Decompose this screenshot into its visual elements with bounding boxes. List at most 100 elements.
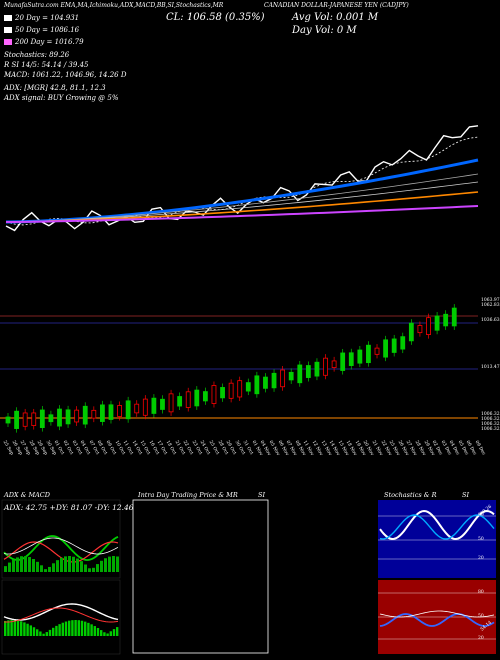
candle-body [91, 409, 97, 419]
adx-bar [52, 563, 55, 572]
macd-histogram-bar [39, 631, 42, 636]
adx-bar [92, 567, 95, 572]
si-signal-line [379, 610, 495, 618]
candle-body [48, 414, 54, 423]
candle-body [65, 409, 71, 425]
intraday-panel-title: Intra Day Trading Price & MR [138, 491, 238, 499]
macd-histogram-bar [23, 622, 26, 636]
candle-body [288, 371, 294, 381]
intraday-panel [132, 499, 269, 654]
price-label-1: 1063.97 [481, 298, 500, 303]
candle-body [408, 322, 414, 342]
candle-body [366, 344, 371, 364]
adx-bar [72, 556, 75, 572]
adx-panel-title: ADX & MACD [4, 491, 50, 499]
adx-bar [88, 568, 91, 572]
candle-body [374, 347, 380, 355]
macd-histogram-bar [32, 627, 36, 636]
macd-readout: MACD: 1061.22, 1046.96, 14.26 D [4, 71, 127, 79]
stochastics-readout: Stochastics: 89.26 [4, 51, 70, 59]
candle-body [194, 389, 200, 407]
candle-body [331, 360, 337, 369]
legend-swatch-200 [4, 39, 12, 45]
price-label-2: 1062.83 [481, 303, 500, 308]
adx-bar [16, 557, 19, 572]
stoch-level-20: 20 [478, 556, 484, 561]
candle-body [237, 380, 243, 398]
candle-body [5, 416, 11, 424]
ticker-label: CANADIAN DOLLAR-JAPANESE YEN (CADJPY) [264, 2, 409, 9]
adx-bar [104, 558, 107, 572]
legend-20day: 20 Day = 104.931 [4, 14, 79, 22]
macd-histogram-bar [103, 632, 106, 636]
macd-histogram-bar [80, 620, 84, 636]
adx-bar [12, 559, 15, 572]
adx-bar [84, 564, 87, 572]
stoch-panel [378, 500, 496, 578]
candle-body [39, 409, 45, 428]
adx-bar [112, 556, 115, 572]
legend-swatch-20 [4, 15, 12, 21]
ema-5-line [5, 136, 479, 226]
candle-body [305, 365, 311, 378]
si-level-50: 50 [478, 614, 484, 619]
price-label-3: 1036.63 [481, 318, 500, 323]
macd-histogram-bar [61, 622, 64, 636]
si-panel-title: SI [258, 491, 266, 499]
adx-bar [68, 556, 71, 572]
adx-readout: ADX: [MGR] 42.8, 81.1, 12.3 [4, 84, 106, 92]
legend-200day: 200 Day = 1016.79 [4, 38, 84, 46]
adx-bar [36, 561, 39, 572]
si-level-20: 20 [478, 636, 484, 641]
stoch-panel-title: Stochastics & R [384, 491, 437, 499]
candle-body [134, 403, 140, 414]
adx-bar [56, 560, 59, 572]
candle-body [314, 361, 320, 377]
macd-histogram-bar [20, 621, 23, 636]
macd-histogram-bar [10, 620, 13, 636]
adx-bar [96, 564, 99, 572]
ema-30-line [5, 173, 479, 223]
adx-bar [76, 558, 79, 572]
ma-lines [5, 125, 479, 232]
candle-body [271, 372, 277, 389]
price-label-4: 1013.47 [481, 365, 500, 370]
candle-body [117, 405, 122, 417]
macd-histogram-bar [112, 629, 116, 636]
candle-body [160, 398, 165, 410]
adx-bar [8, 562, 11, 572]
lower-lines [3, 509, 496, 640]
header-top-line: MunafaSutra.com EMA,MA,Ichimoku,ADX,MACD… [4, 2, 224, 9]
candle-body [151, 397, 157, 414]
macd-histogram-bar [16, 620, 20, 636]
candle-body [211, 385, 217, 404]
adx-line [3, 537, 119, 555]
adx-bar [100, 560, 103, 572]
candle-body [177, 396, 183, 407]
candle-body [74, 409, 80, 423]
candle-body [263, 376, 268, 389]
macd-histogram-bar [68, 620, 71, 636]
candle-body [14, 410, 19, 429]
candle-body [168, 393, 174, 413]
si-level-80: 80 [478, 590, 484, 595]
price-label-8: 1006.32 [481, 427, 500, 432]
rsi-readout: R SI 14/5: 54.14 / 39.45 [4, 61, 89, 69]
macd-histogram-bar [29, 625, 32, 636]
adx-bar [28, 557, 31, 572]
macd-histogram-bar [13, 620, 16, 636]
si-line [379, 613, 495, 627]
candle-body [426, 317, 431, 335]
macd-histogram-bar [45, 632, 48, 636]
macd-histogram-bar [100, 630, 103, 636]
candle-body [383, 339, 389, 358]
macd-histogram-bar [90, 624, 93, 636]
macd-histogram-bar [93, 626, 96, 636]
candle-body [254, 375, 260, 395]
candle-body [357, 349, 363, 364]
macd-histogram-bar [64, 621, 68, 636]
adx-bar [116, 556, 119, 572]
candle-body [245, 382, 251, 392]
adx-bar [48, 566, 51, 572]
